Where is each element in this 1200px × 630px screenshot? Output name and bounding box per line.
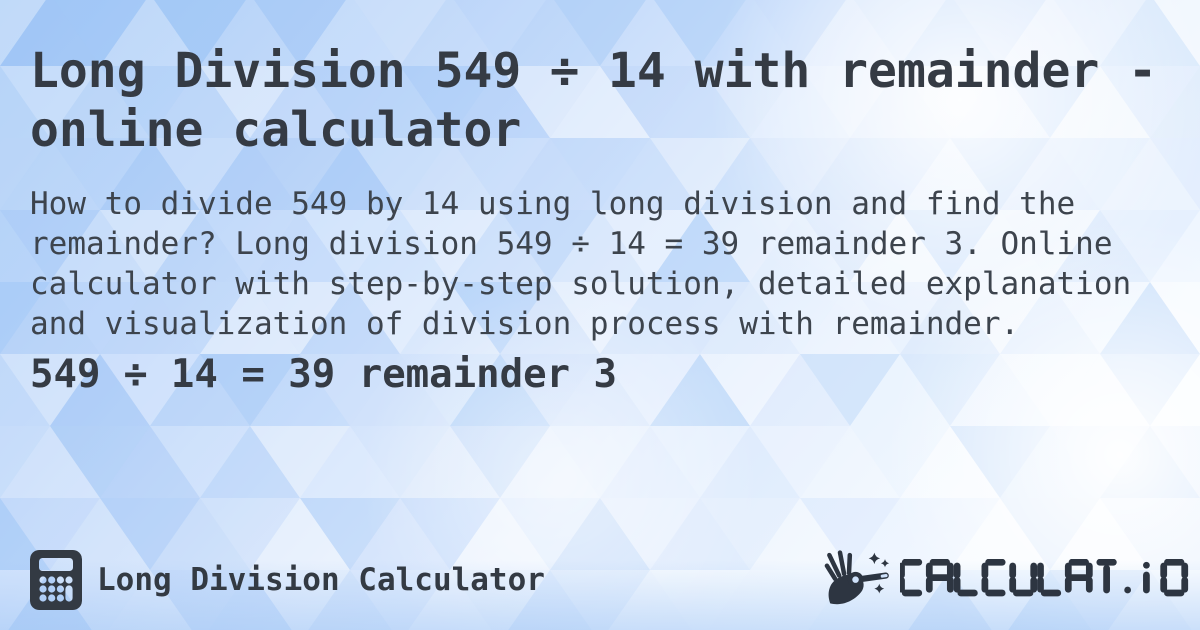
magic-wand-hand-icon bbox=[824, 550, 890, 605]
app-badge: Long Division Calculator bbox=[30, 549, 545, 611]
brand-logo bbox=[822, 542, 1193, 614]
brand-wordmark bbox=[900, 559, 1189, 597]
app-name-label: Long Division Calculator bbox=[97, 562, 545, 598]
division-result: 549 ÷ 14 = 39 remainder 3 bbox=[30, 352, 617, 397]
page-description: How to divide 549 by 14 using long divis… bbox=[30, 186, 1132, 342]
calculator-icon bbox=[30, 550, 82, 610]
page-title: Long Division 549 ÷ 14 with remainder - … bbox=[30, 43, 1158, 158]
